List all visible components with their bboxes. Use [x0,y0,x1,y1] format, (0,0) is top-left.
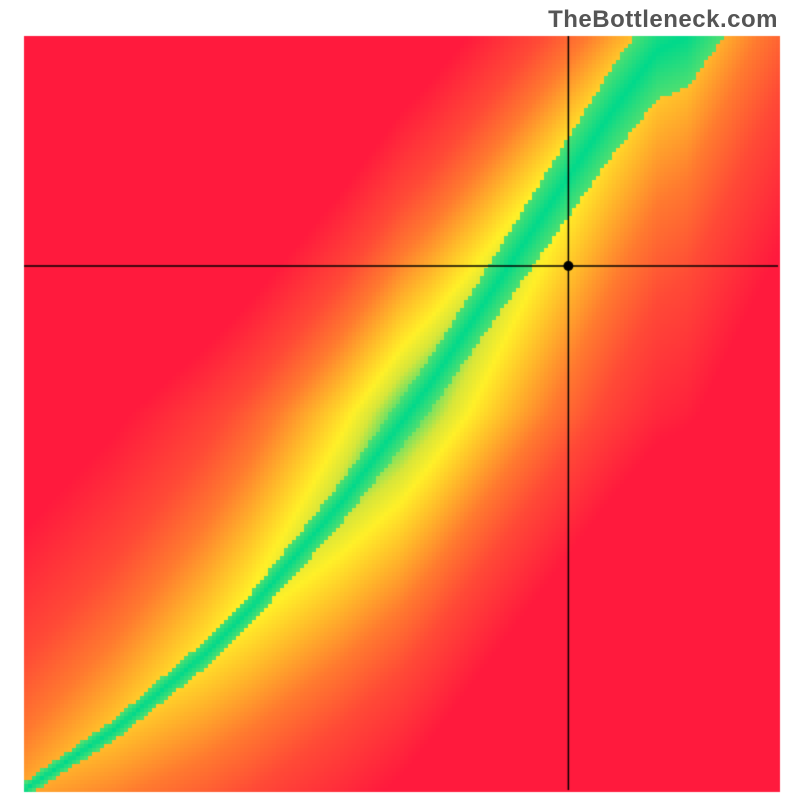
heatmap-canvas [0,0,800,800]
watermark-text: TheBottleneck.com [548,6,778,34]
chart-container: TheBottleneck.com [0,0,800,800]
